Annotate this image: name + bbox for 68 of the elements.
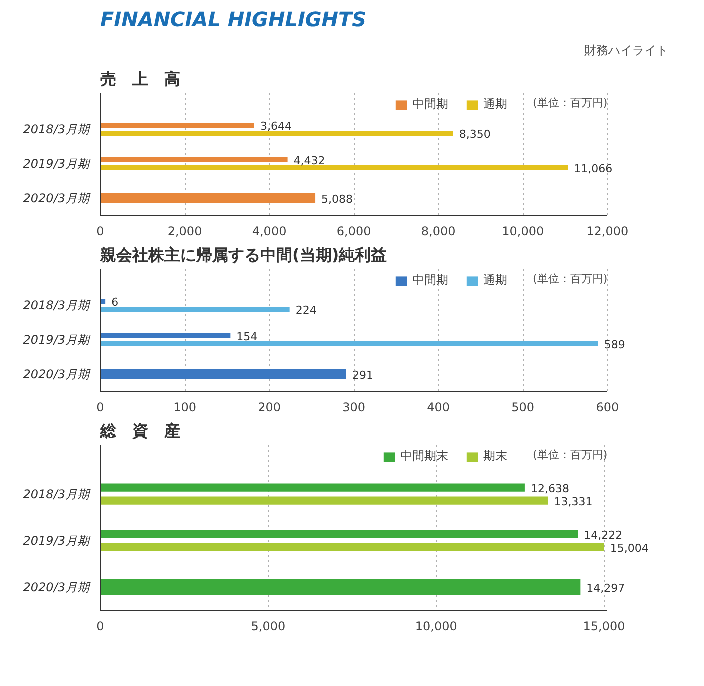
y-tick-label: 2019/3月期: [23, 534, 92, 548]
legend-label: 中間期: [412, 96, 448, 113]
legend-label: 通期: [484, 96, 508, 113]
bar: [100, 530, 578, 538]
bar: [100, 496, 548, 505]
bar: [100, 123, 254, 128]
x-tick-label: 0: [96, 400, 104, 414]
data-label: 6: [112, 296, 119, 310]
y-tick-label: 2020/3月期: [23, 580, 92, 594]
annotation: (単位：百万円): [533, 272, 608, 286]
data-label: 4,432: [294, 154, 326, 168]
x-tick-label: 200: [258, 400, 281, 414]
chart-title: 売 上 高: [100, 70, 180, 88]
legend-label: 中間期末: [400, 448, 448, 465]
chart-title: 親会社株主に帰属する中間(当期)純利益: [100, 246, 388, 264]
text: 財務ハイライト: [584, 44, 668, 58]
bar: [100, 307, 290, 312]
legend-label: 通期: [484, 272, 508, 289]
x-tick-label: 2,000: [168, 224, 202, 238]
data-label: 291: [352, 368, 374, 382]
text: FINANCIAL HIGHLIGHTS: [100, 8, 367, 32]
data-label: 589: [604, 338, 626, 352]
x-tick-label: 4,000: [252, 224, 287, 238]
x-tick-label: 10,000: [415, 620, 458, 634]
data-label: 3,644: [260, 120, 292, 134]
y-tick-label: 2020/3月期: [23, 191, 92, 206]
data-label: 12,638: [530, 482, 570, 496]
x-tick-label: 6,000: [336, 224, 372, 238]
x-tick-label: 100: [174, 400, 196, 414]
data-label: 14,297: [586, 582, 626, 595]
x-tick-label: 0: [96, 224, 104, 238]
data-label: 154: [236, 330, 258, 344]
bar: [100, 158, 288, 162]
x-tick-label: 600: [596, 400, 620, 414]
legend-label: 期末: [484, 448, 508, 465]
x-tick-label: 5,000: [251, 620, 286, 634]
data-label: 13,331: [554, 495, 593, 508]
legend-label: 中間期: [412, 272, 448, 289]
x-tick-label: 500: [512, 400, 535, 414]
bar: [100, 131, 454, 136]
y-tick-label: 2018/3月期: [23, 122, 92, 137]
x-tick-label: 8,000: [421, 224, 456, 238]
x-tick-label: 400: [427, 400, 450, 414]
data-label: 15,004: [610, 542, 649, 555]
x-tick-label: 300: [342, 400, 366, 414]
bar: [100, 484, 525, 492]
data-label: 224: [296, 304, 317, 318]
bar: [100, 334, 231, 338]
x-tick-label: 10,000: [502, 224, 544, 238]
y-tick-label: 2019/3月期: [23, 332, 92, 347]
data-label: 11,066: [574, 162, 613, 176]
chart-title: 総 資 産: [100, 422, 180, 440]
x-tick-label: 12,000: [586, 224, 629, 238]
x-tick-label: 15,000: [583, 620, 626, 634]
bar: [100, 341, 598, 346]
y-tick-label: 2020/3月期: [23, 367, 92, 382]
y-tick-label: 2018/3月期: [23, 298, 92, 313]
x-tick-label: 0: [96, 620, 104, 634]
bar: [100, 543, 604, 552]
data-label: 8,350: [459, 128, 491, 142]
y-tick-label: 2018/3月期: [23, 487, 92, 502]
annotation: (単位：百万円): [533, 96, 608, 110]
bar: [100, 165, 568, 170]
y-tick-label: 2019/3月期: [23, 156, 92, 171]
annotation: (単位：百万円): [533, 448, 608, 462]
data-label: 14,222: [584, 528, 623, 542]
bar: [100, 299, 106, 304]
data-label: 5,088: [322, 192, 354, 206]
